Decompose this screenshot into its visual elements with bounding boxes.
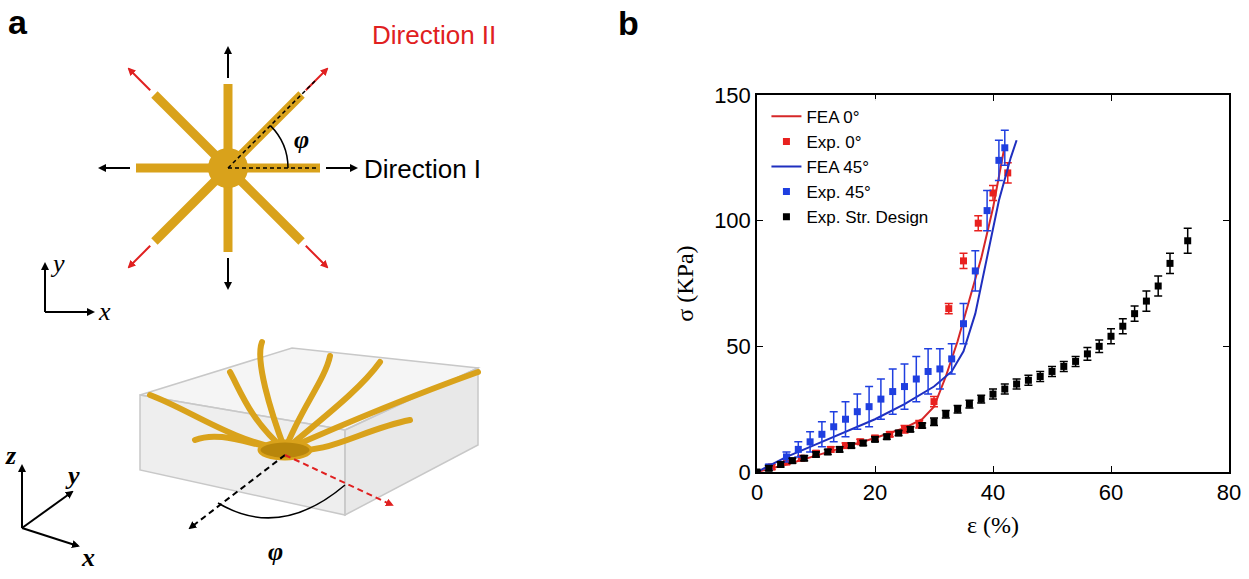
svg-text:y: y <box>50 249 65 278</box>
svg-text:x: x <box>81 543 95 572</box>
svg-text:Direction II: Direction II <box>372 20 496 50</box>
svg-text:50: 50 <box>726 334 750 359</box>
svg-text:Exp. Str. Design: Exp. Str. Design <box>806 208 928 227</box>
svg-text:z: z <box>5 441 17 470</box>
svg-text:0: 0 <box>739 460 751 485</box>
svg-text:σ (KPa): σ (KPa) <box>672 245 698 321</box>
svg-text:0: 0 <box>751 480 763 505</box>
svg-text:φ: φ <box>294 125 309 154</box>
svg-text:100: 100 <box>714 208 751 233</box>
svg-text:20: 20 <box>863 480 887 505</box>
svg-text:Direction I: Direction I <box>364 154 481 184</box>
svg-text:a: a <box>8 3 28 41</box>
svg-text:y: y <box>65 461 80 490</box>
svg-text:FEA 0°: FEA 0° <box>806 108 859 127</box>
svg-text:150: 150 <box>714 83 751 108</box>
svg-text:φ: φ <box>268 537 283 566</box>
html-text:b: b <box>618 4 639 42</box>
svg-text:60: 60 <box>1099 480 1123 505</box>
svg-text:Exp. 45°: Exp. 45° <box>806 183 870 202</box>
svg-text:40: 40 <box>981 480 1005 505</box>
svg-text:ε (%): ε (%) <box>967 512 1019 538</box>
svg-text:FEA 45°: FEA 45° <box>806 158 869 177</box>
svg-text:80: 80 <box>1217 480 1241 505</box>
svg-text:Exp. 0°: Exp. 0° <box>806 133 861 152</box>
svg-text:x: x <box>98 297 111 326</box>
